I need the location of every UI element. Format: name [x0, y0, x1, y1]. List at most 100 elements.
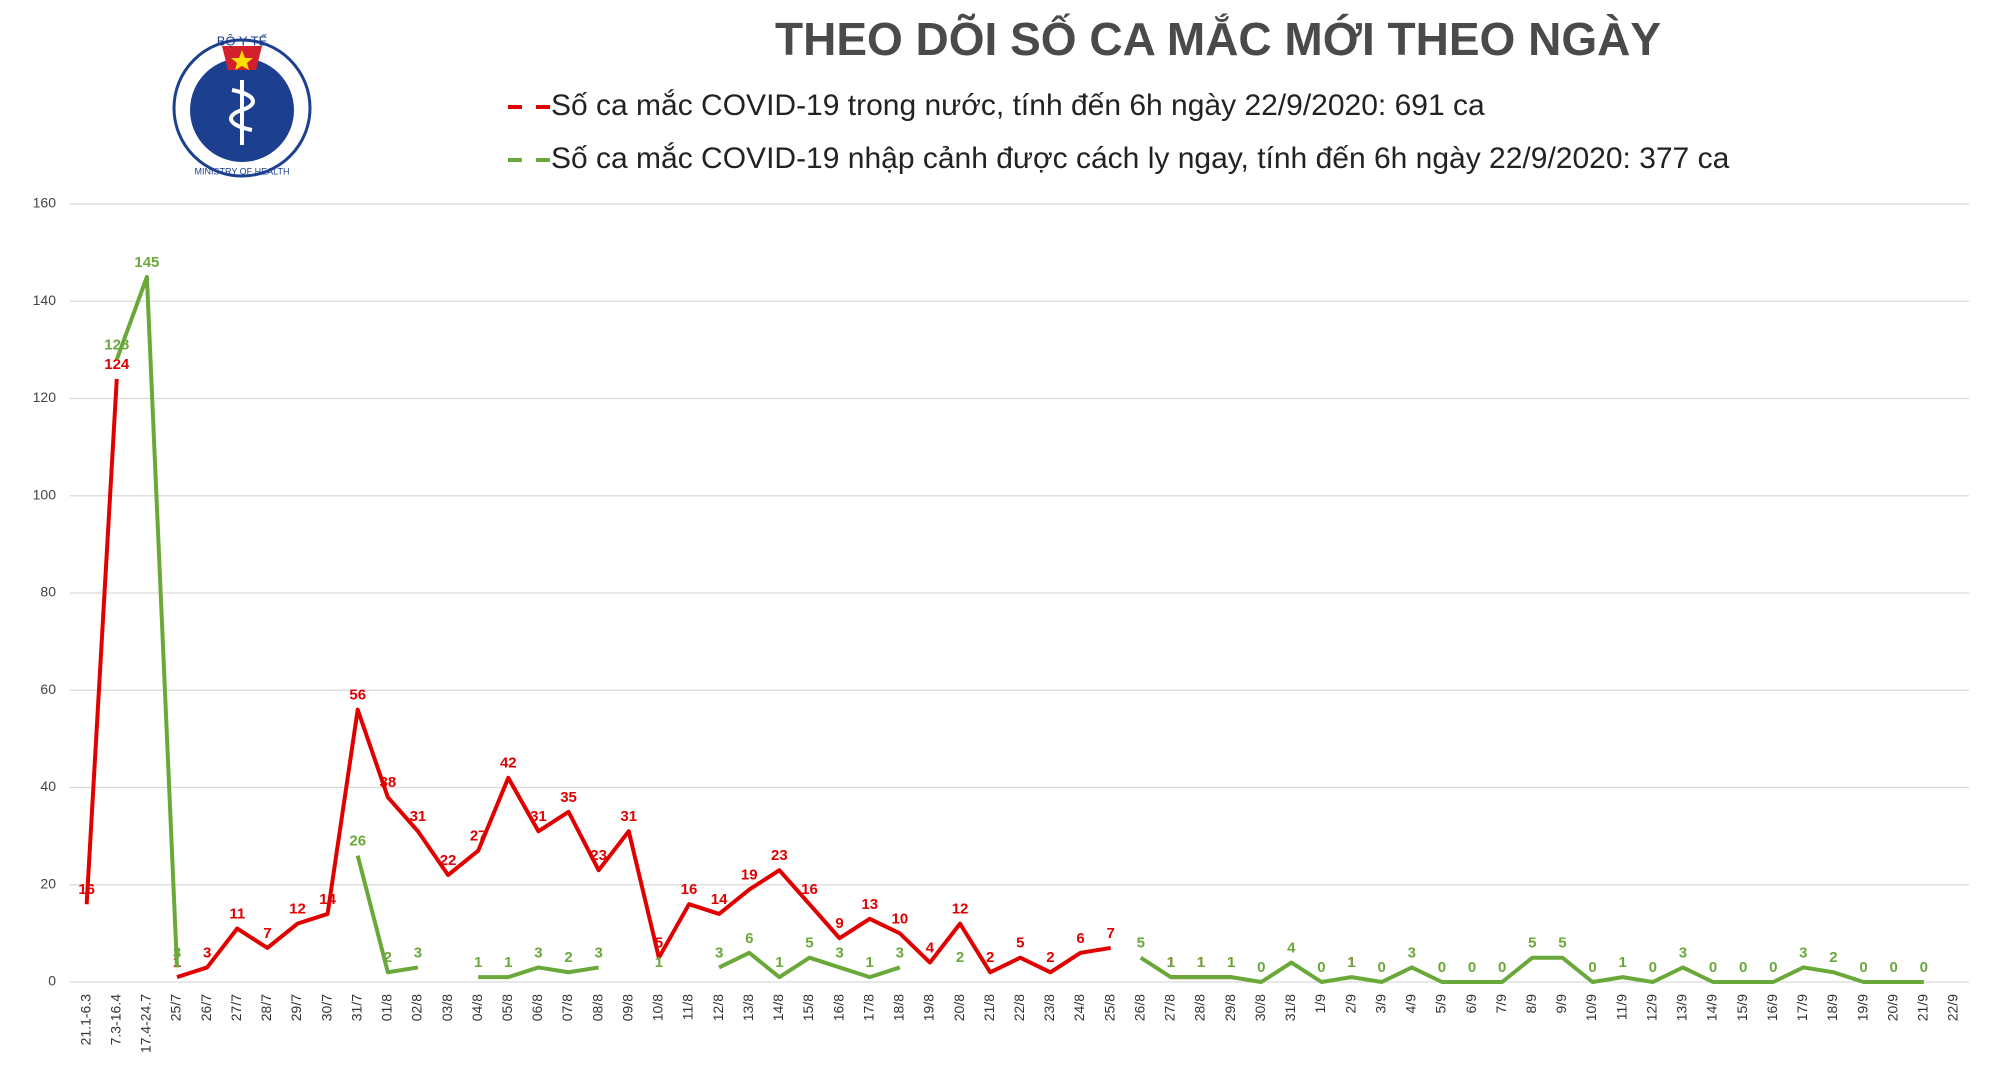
logo-star: [231, 50, 253, 70]
data-label: 6: [745, 930, 753, 947]
x-tick-label: 22/9: [1945, 994, 1961, 1021]
x-tick-label: 30/7: [318, 994, 334, 1021]
x-tick-label: 18/9: [1824, 994, 1840, 1021]
x-tick-label: 12/9: [1643, 994, 1659, 1021]
chart-title: THEO DÕI SỐ CA MẮC MỚI THEO NGÀY: [775, 13, 1661, 65]
data-label: 3: [1679, 944, 1687, 961]
data-label: 3: [715, 944, 723, 961]
y-tick-label: 140: [33, 292, 57, 308]
data-label: 7: [263, 925, 271, 942]
data-label: 23: [771, 847, 788, 864]
data-label: 0: [1257, 959, 1265, 976]
x-tick-label: 16/8: [830, 994, 846, 1021]
x-tick-label: 6/9: [1463, 994, 1479, 1014]
x-tick-label: 3/9: [1372, 994, 1388, 1014]
data-label: 4: [926, 940, 935, 957]
y-tick-label: 120: [33, 389, 57, 405]
x-tick-label: 10/9: [1583, 994, 1599, 1021]
x-tick-label: 19/8: [921, 994, 937, 1021]
data-label: 3: [173, 944, 181, 961]
data-label: 2: [1046, 949, 1054, 966]
data-label: 35: [560, 789, 577, 806]
x-tick-label: 12/8: [710, 994, 726, 1021]
data-label: 23: [590, 847, 607, 864]
data-label: 5: [655, 935, 663, 952]
data-label: 1: [1197, 954, 1205, 971]
x-tick-label: 25/8: [1101, 994, 1117, 1021]
data-label: 0: [1588, 959, 1596, 976]
x-tick-label: 26/8: [1131, 994, 1147, 1021]
data-label: 0: [1317, 959, 1325, 976]
data-label: 16: [78, 881, 95, 898]
x-tick-label: 29/7: [288, 994, 304, 1021]
x-tick-label: 31/8: [1282, 994, 1298, 1021]
data-label: 14: [319, 891, 336, 908]
data-label: 0: [1649, 959, 1657, 976]
data-label: 56: [349, 687, 366, 704]
logo-bottom: MINISTRY OF HEALTH: [194, 166, 289, 176]
x-tick-label: 01/8: [379, 994, 395, 1021]
x-tick-label: 4/9: [1403, 994, 1419, 1014]
data-label: 2: [956, 949, 964, 966]
x-tick-label: 7/9: [1493, 994, 1509, 1014]
data-label: 1: [1167, 954, 1175, 971]
x-tick-label: 03/8: [439, 994, 455, 1021]
x-tick-label: 21/8: [981, 994, 997, 1021]
data-label: 4: [1287, 940, 1296, 957]
data-label: 31: [410, 808, 427, 825]
x-tick-label: 17.4-24.7: [138, 994, 154, 1053]
x-tick-label: 15/9: [1734, 994, 1750, 1021]
y-tick-label: 100: [33, 486, 57, 502]
data-label: 3: [414, 944, 422, 961]
data-label: 3: [534, 944, 542, 961]
data-label: 128: [104, 337, 129, 354]
data-label: 1: [1197, 954, 1205, 971]
data-label: 3: [1799, 944, 1807, 961]
x-tick-label: 2/9: [1342, 994, 1358, 1014]
data-label: 145: [134, 254, 159, 271]
data-label: 27: [470, 828, 487, 845]
x-tick-label: 16/9: [1764, 994, 1780, 1021]
x-tick-label: 26/7: [198, 994, 214, 1021]
data-label: 9: [835, 915, 843, 932]
legend-label: Số ca mắc COVID-19 nhập cảnh được cách l…: [551, 142, 1730, 175]
data-label: 22: [440, 852, 457, 869]
data-label: 0: [1769, 959, 1777, 976]
series-line: [87, 379, 1352, 977]
logo-top: BỘ Y TẾ: [217, 33, 268, 48]
x-tick-label: 07/8: [559, 994, 575, 1021]
x-tick-label: 17/9: [1794, 994, 1810, 1021]
data-label: 2: [1829, 949, 1837, 966]
x-tick-label: 7.3-16.4: [107, 994, 123, 1046]
x-tick-label: 22/8: [1011, 994, 1027, 1021]
x-tick-label: 27/8: [1162, 994, 1178, 1021]
data-label: 1: [504, 954, 512, 971]
data-label: 3: [896, 944, 904, 961]
x-tick-label: 19/9: [1854, 994, 1870, 1021]
x-tick-label: 15/8: [800, 994, 816, 1021]
data-label: 5: [805, 935, 813, 952]
x-tick-label: 13/9: [1674, 994, 1690, 1021]
x-tick-label: 04/8: [469, 994, 485, 1021]
legend-label: Số ca mắc COVID-19 trong nước, tính đến …: [551, 89, 1485, 122]
x-tick-label: 13/8: [740, 994, 756, 1021]
data-label: 1: [1618, 954, 1626, 971]
data-label: 31: [530, 808, 547, 825]
y-tick-label: 60: [40, 681, 56, 697]
data-label: 0: [1438, 959, 1446, 976]
x-tick-label: 08/8: [589, 994, 605, 1021]
x-tick-label: 29/8: [1222, 994, 1238, 1021]
data-label: 0: [1859, 959, 1867, 976]
logo-snake: [229, 88, 255, 132]
data-label: 3: [203, 944, 211, 961]
x-tick-label: 10/8: [650, 994, 666, 1021]
x-tick-label: 31/7: [348, 994, 364, 1021]
data-label: 0: [1920, 959, 1928, 976]
data-label: 3: [1408, 944, 1416, 961]
y-tick-label: 0: [48, 973, 56, 989]
x-tick-label: 20/8: [951, 994, 967, 1021]
x-tick-label: 9/9: [1553, 994, 1569, 1014]
x-tick-label: 23/8: [1041, 994, 1057, 1021]
x-tick-label: 09/8: [619, 994, 635, 1021]
